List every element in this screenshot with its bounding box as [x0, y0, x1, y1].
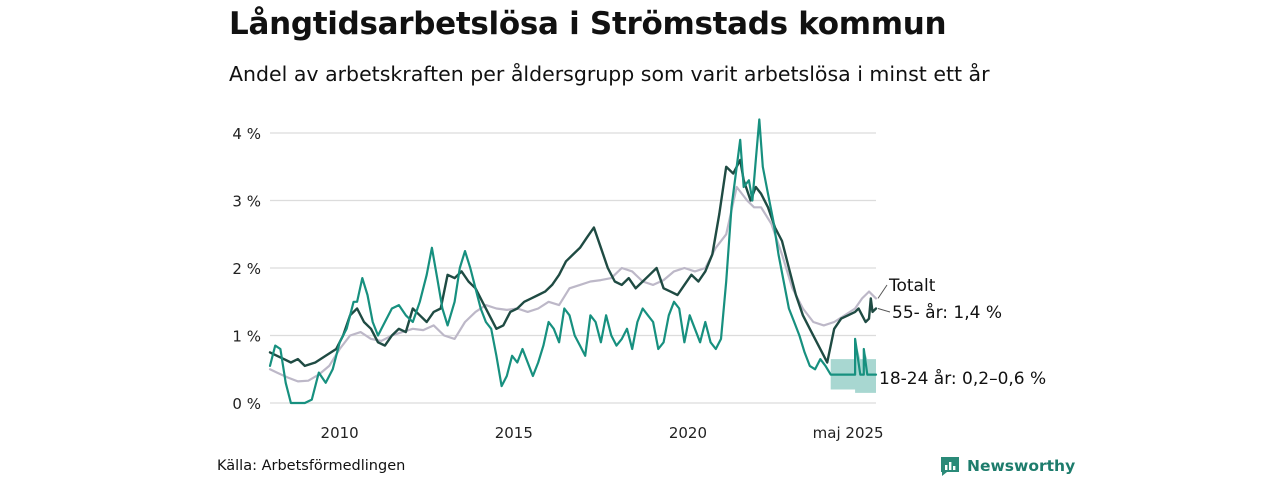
line-55-ar: [268, 158, 878, 368]
axis-labels: 0 % 1 % 2 % 3 % 4 % 2010 2015 2020 maj 2025: [232, 125, 883, 442]
series-label-totalt: Totalt: [888, 276, 936, 296]
band-18-24: [830, 338, 876, 393]
line-chart: 0 % 1 % 2 % 3 % 4 % 2010 2015 2020 maj 2025 Tota…: [232, 118, 1046, 442]
newsworthy-logo-icon: [941, 457, 959, 476]
series-label-55-ar: 55- år: 1,4 %: [892, 302, 1002, 323]
series-labels: Totalt 55- år: 1,4 % 18-24 år: 0,2–0,6 %: [877, 276, 1046, 389]
label-leader-line: [877, 284, 888, 299]
chart-title: Långtidsarbetslösa i Strömstads kommun: [229, 6, 947, 42]
chart-subtitle: Andel av arbetskraften per åldersgrupp s…: [229, 62, 990, 86]
x-tick-label: 2020: [669, 424, 707, 442]
grid-lines: [270, 132, 876, 404]
y-tick-label: 1 %: [232, 328, 261, 346]
series-label-18-24-ar: 18-24 år: 0,2–0,6 %: [879, 368, 1046, 389]
line-totalt: [268, 185, 878, 383]
y-tick-label: 4 %: [232, 125, 261, 143]
y-tick-label: 3 %: [232, 193, 261, 211]
y-tick-label: 0 %: [232, 395, 261, 413]
y-tick-label: 2 %: [232, 260, 261, 278]
label-leader-line: [877, 308, 891, 313]
line-18-24-ar: [268, 118, 878, 405]
source-note: Källa: Arbetsförmedlingen: [217, 458, 406, 474]
uncertainty-band: [830, 338, 876, 393]
x-tick-label: maj 2025: [813, 424, 884, 442]
x-tick-label: 2015: [495, 424, 533, 442]
brand-logo: Newsworthy: [939, 455, 1075, 477]
series-lines: [268, 118, 878, 405]
x-tick-label: 2010: [321, 424, 359, 442]
brand-name: Newsworthy: [967, 457, 1076, 475]
